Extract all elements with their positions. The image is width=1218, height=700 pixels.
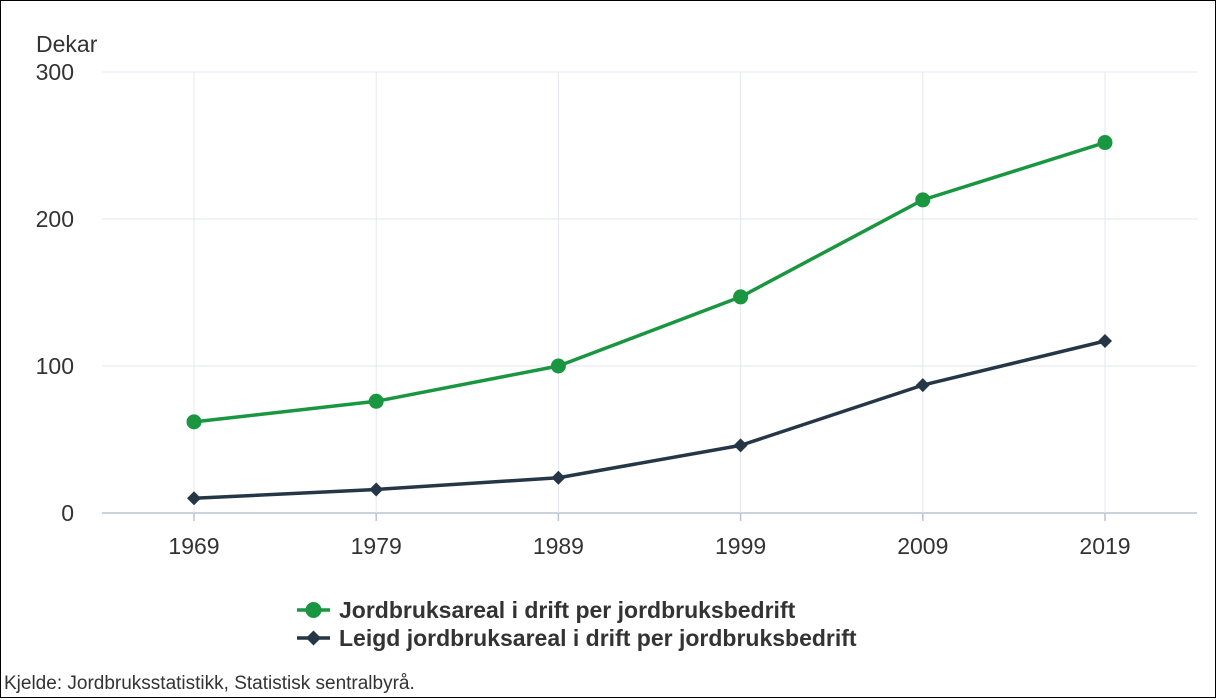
grid-layer: 0 100 200 300 1969 1979 1989 1999 2009 2019: [36, 59, 1197, 559]
legend: Jordbruksareal i drift per jordbruksbedr…: [297, 597, 857, 651]
data-point-series-2: [915, 378, 930, 393]
y-tick-label: 0: [61, 500, 74, 526]
data-point-series-1: [915, 192, 931, 208]
series-line-1: [192, 140, 1107, 424]
series-line-2: [192, 339, 1107, 501]
data-point-series-1: [186, 414, 202, 430]
x-tick-label: 1999: [715, 533, 766, 559]
legend-label-2: Leigd jordbruksareal i drift per jordbru…: [339, 625, 857, 651]
legend-label-1: Jordbruksareal i drift per jordbruksbedr…: [339, 597, 796, 623]
x-tick-label: 2019: [1079, 533, 1130, 559]
data-point-series-1: [368, 393, 384, 409]
x-tick-label: 1989: [533, 533, 584, 559]
legend-marker-1: [305, 602, 322, 618]
series-layer: [186, 135, 1113, 506]
x-tick-label: 2009: [897, 533, 948, 559]
data-point-series-1: [733, 289, 749, 305]
x-tick-label: 1969: [168, 533, 219, 559]
data-point-series-1: [1097, 135, 1113, 151]
data-point-series-2: [733, 438, 748, 453]
x-tick-label: 1979: [351, 533, 402, 559]
data-point-series-1: [550, 358, 566, 374]
data-point-series-2: [551, 470, 566, 485]
data-point-series-2: [1098, 334, 1112, 349]
legend-marker-2: [306, 630, 321, 646]
y-tick-label: 200: [36, 206, 74, 232]
y-axis-unit-label: Dekar: [36, 31, 98, 57]
data-point-series-2: [187, 491, 201, 506]
source-note: Kjelde: Jordbruksstatistikk, Statistisk …: [4, 673, 415, 694]
y-tick-label: 300: [36, 59, 74, 85]
y-tick-label: 100: [36, 353, 74, 379]
data-point-series-2: [369, 482, 384, 497]
